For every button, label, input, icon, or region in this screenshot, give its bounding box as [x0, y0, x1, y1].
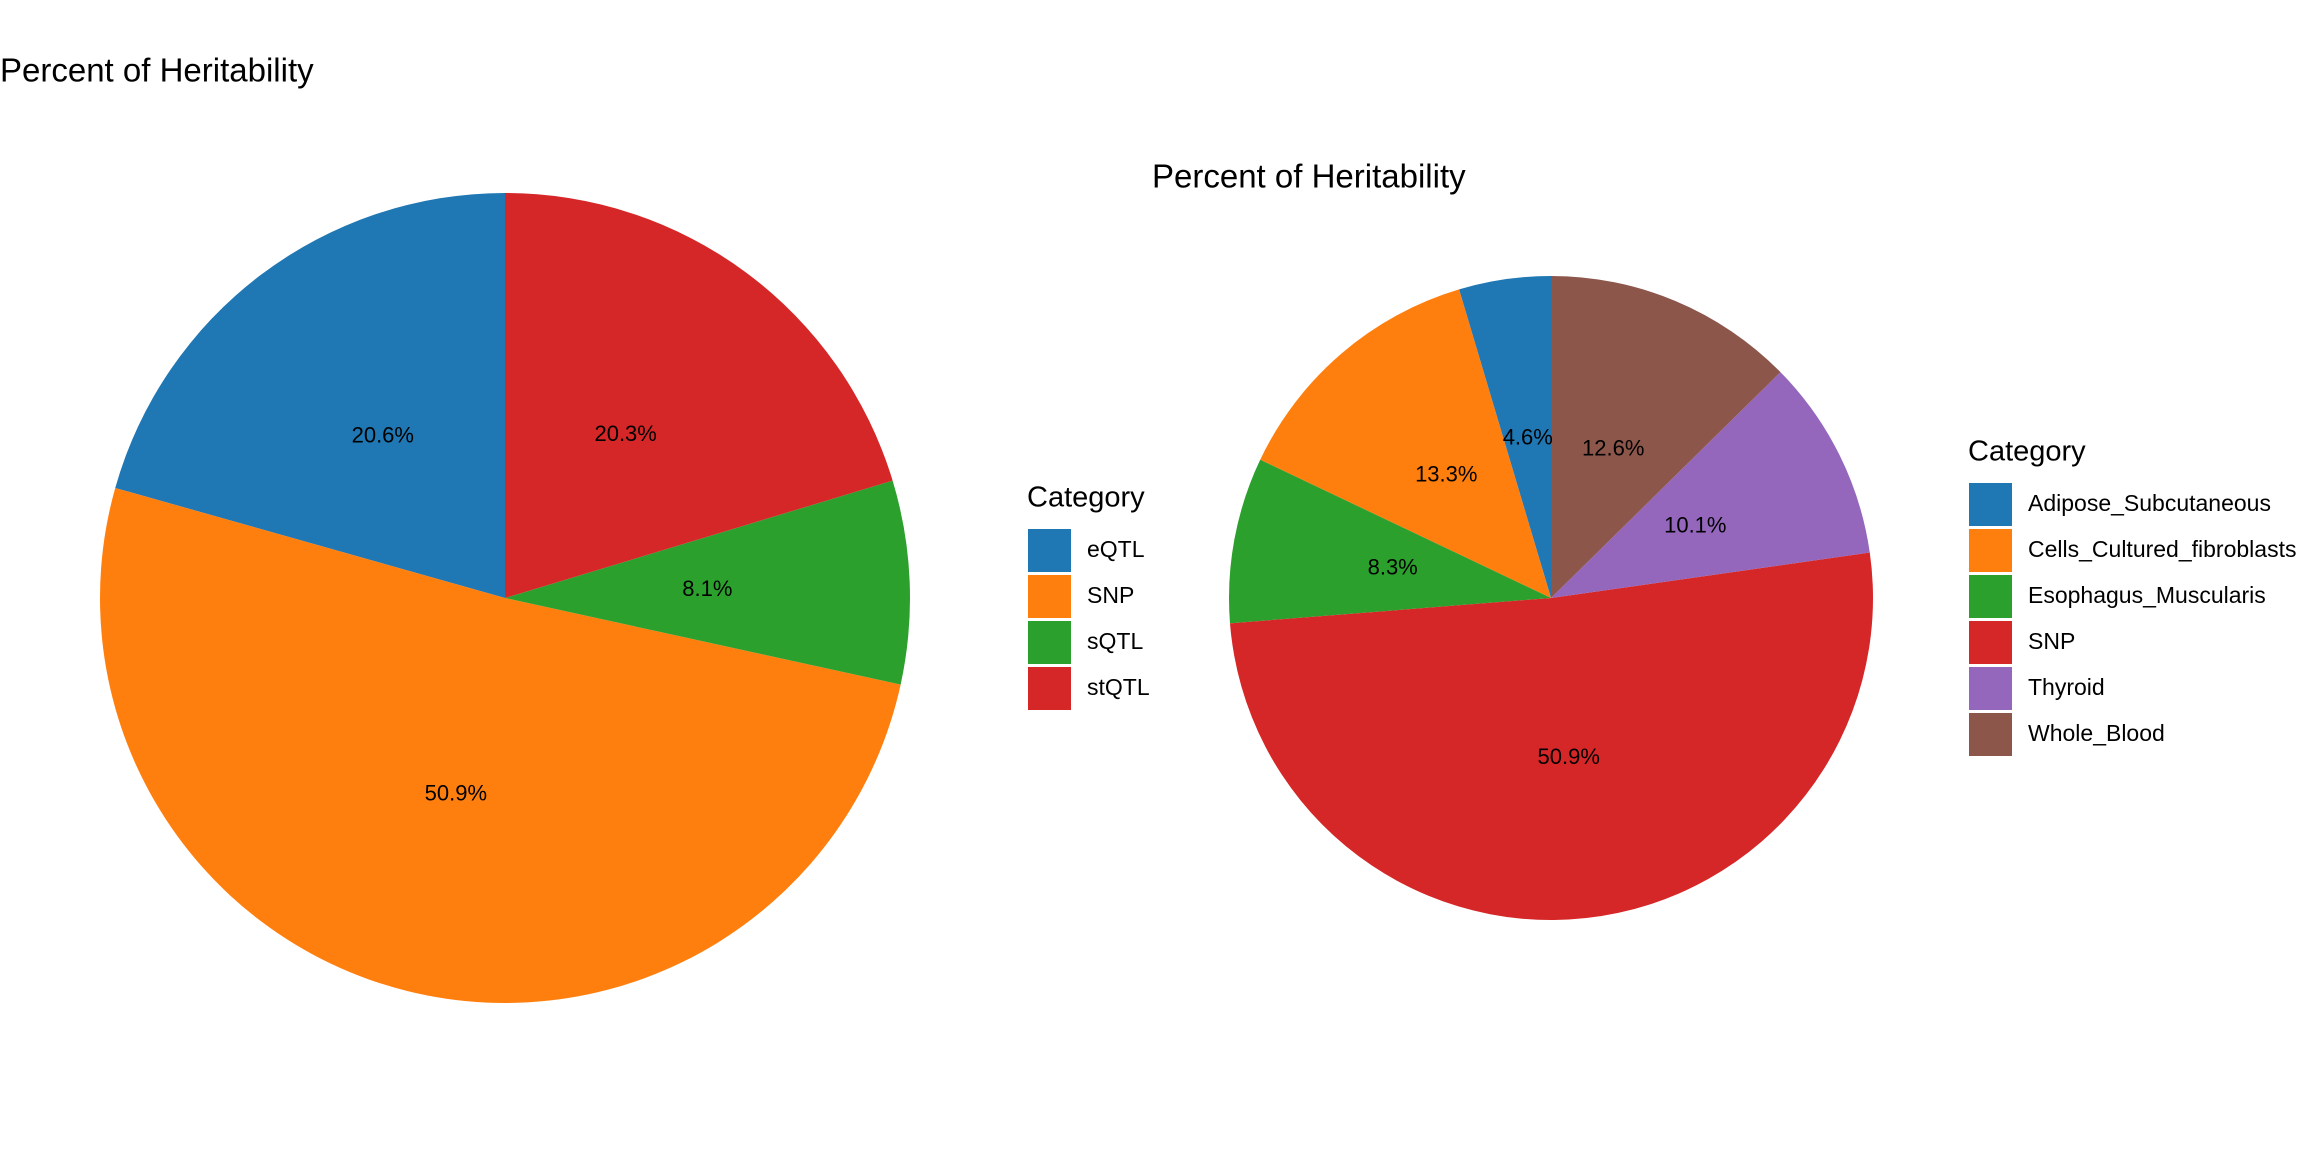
pie-slice — [1459, 276, 1551, 598]
value-label: 12.6% — [1582, 435, 1644, 460]
pie-slice — [505, 480, 911, 685]
legend-title: Category — [1027, 482, 1145, 514]
legend-swatch — [1969, 667, 2012, 710]
legend-label: Thyroid — [2028, 674, 2105, 700]
value-label: 20.6% — [352, 422, 414, 447]
legend-swatch — [1028, 667, 1071, 710]
legend-title: Category — [1968, 436, 2086, 468]
pie-slice — [1229, 552, 1873, 920]
pie-slice — [100, 487, 901, 1003]
legend-swatch — [1969, 483, 2012, 526]
value-label: 13.3% — [1415, 462, 1477, 487]
legend-label: Adipose_Subcutaneous — [2028, 490, 2271, 516]
pie-slice — [1551, 372, 1870, 598]
legend-swatch — [1969, 713, 2012, 756]
legend-swatch — [1969, 575, 2012, 618]
legend-swatch — [1028, 575, 1071, 618]
value-label: 8.1% — [682, 576, 732, 601]
value-label: 50.9% — [425, 780, 487, 805]
legend-label: Whole_Blood — [2028, 720, 2165, 746]
chart-title: Percent of Heritability — [0, 52, 314, 89]
pie-slice — [1229, 459, 1551, 624]
chart-title: Percent of Heritability — [1152, 158, 1466, 195]
legend-label: eQTL — [1087, 536, 1145, 562]
value-label: 10.1% — [1664, 512, 1726, 537]
legend-label: SNP — [2028, 628, 2075, 654]
legend-label: Esophagus_Muscularis — [2028, 582, 2266, 608]
pie-slice — [505, 193, 893, 598]
value-label: 20.3% — [594, 421, 656, 446]
legend-label: Cells_Cultured_fibroblasts — [2028, 536, 2296, 562]
legend-swatch — [1028, 621, 1071, 664]
legend-label: stQTL — [1087, 674, 1150, 700]
value-label: 8.3% — [1368, 555, 1418, 580]
legend-swatch — [1969, 529, 2012, 572]
pie-slice — [1260, 289, 1551, 598]
legend-label: SNP — [1087, 582, 1134, 608]
legend-swatch — [1969, 621, 2012, 664]
pie-slice — [115, 193, 505, 598]
pie-slice — [1551, 276, 1781, 598]
legend-label: sQTL — [1087, 628, 1143, 654]
legend-swatch — [1028, 529, 1071, 572]
value-label: 50.9% — [1538, 744, 1600, 769]
value-label: 4.6% — [1503, 424, 1553, 449]
